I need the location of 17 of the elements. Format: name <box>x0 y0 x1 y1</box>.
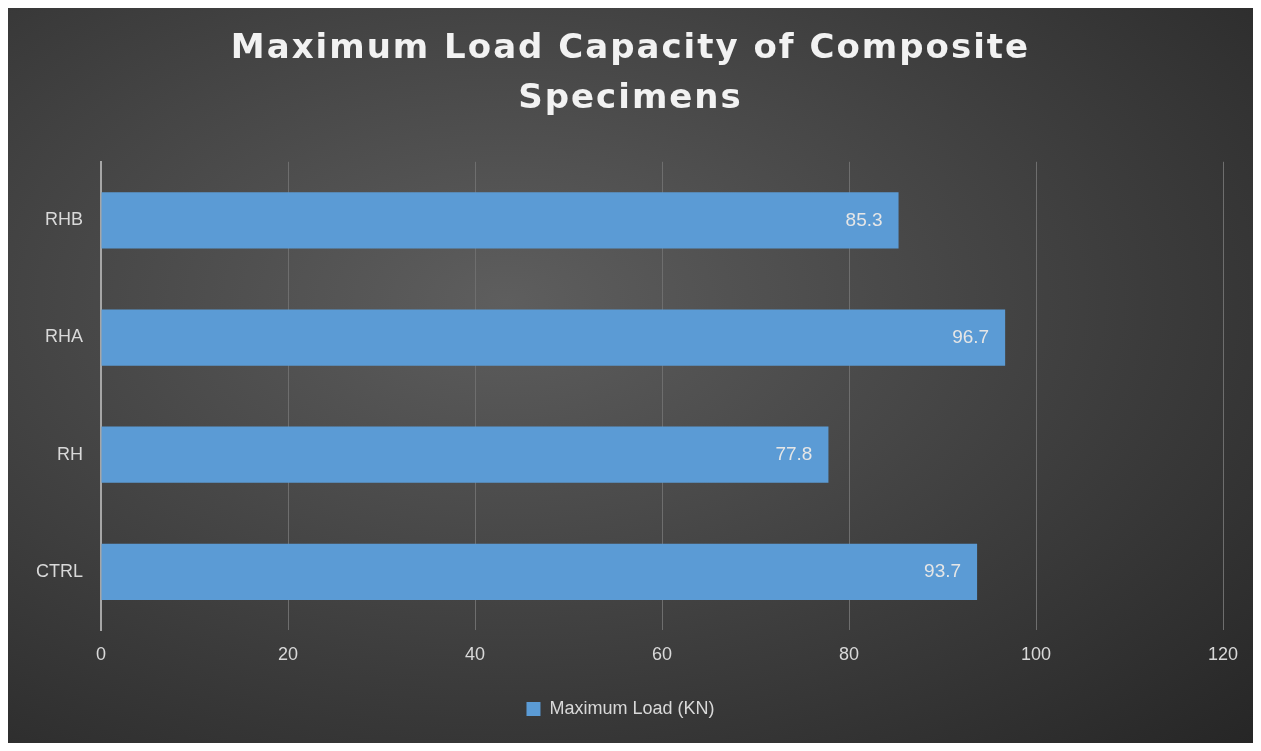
x-tick-label: 0 <box>96 644 107 665</box>
x-tick-label: 60 <box>651 644 673 665</box>
chart-title: Maximum Load Capacity of Composite Specimens <box>229 24 1032 118</box>
data-label: 96.7 <box>952 325 990 347</box>
y-tick-label: RH <box>57 443 83 464</box>
data-label: 93.7 <box>924 560 962 582</box>
x-tick-label: 20 <box>277 644 299 665</box>
y-tick-label: CTRL <box>35 560 83 581</box>
x-tick-label: 40 <box>464 644 486 665</box>
x-tick-label: 80 <box>838 644 860 665</box>
data-label: 85.3 <box>845 208 883 230</box>
y-tick-label: RHA <box>44 326 83 347</box>
data-label: 77.8 <box>775 442 813 464</box>
y-tick-label: RHB <box>44 209 83 230</box>
x-tick-label: 100 <box>1020 644 1052 665</box>
legend-label: Maximum Load (KN) <box>549 697 715 718</box>
x-tick-label: 120 <box>1207 644 1239 665</box>
